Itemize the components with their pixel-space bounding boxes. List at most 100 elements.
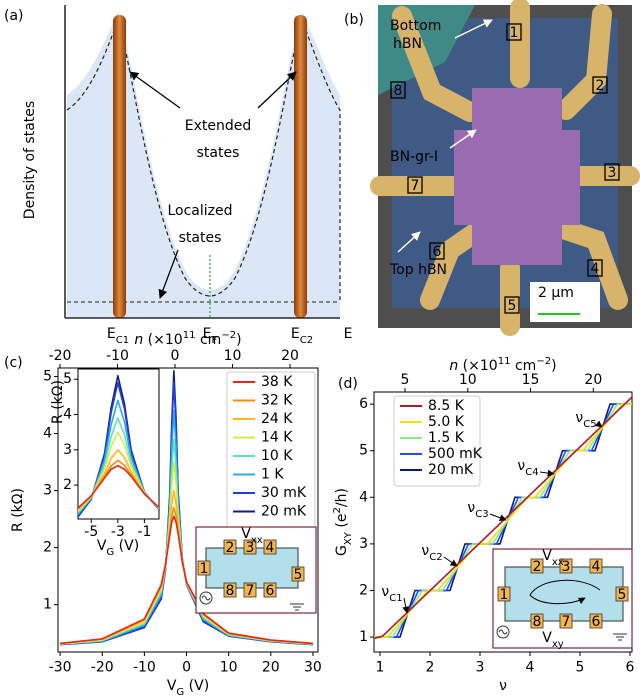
x-tick-label: 10: [220, 660, 238, 676]
contact-number: 3: [608, 165, 617, 181]
annotation-part: ν: [575, 410, 583, 426]
ac-wave: [201, 595, 211, 601]
contact: [243, 582, 257, 598]
energy-label-part: C2: [300, 335, 313, 346]
localized-label: states: [179, 230, 222, 246]
contact-number: 3: [562, 559, 571, 575]
voltage-label-part: V: [241, 526, 251, 542]
x2-axis-label-part: ): [236, 332, 241, 348]
x-tick-label: -1: [137, 524, 151, 540]
voltage-label: Vxy: [542, 630, 564, 650]
y-tick-label: 2: [63, 477, 72, 493]
x2-axis-label-part: −2: [221, 330, 236, 341]
extended-band: [294, 15, 307, 318]
energy-label-part: C1: [116, 335, 129, 346]
x2-tick-label: 10: [224, 348, 242, 364]
contact: [615, 586, 629, 602]
data-line: [60, 461, 314, 645]
contact-number: 3: [246, 540, 255, 556]
y-axis-label: GXY (e2/h): [332, 488, 354, 556]
legend-label: 5.0 K: [428, 414, 465, 430]
contact-number: 8: [226, 583, 235, 599]
arrow: [397, 231, 421, 253]
contact-number: 5: [508, 298, 517, 314]
x-tick-label: 1: [376, 660, 385, 676]
annotation-part: C5: [583, 419, 596, 430]
x2-tick-label: 15: [522, 372, 540, 388]
y-axis-label: Density of states: [22, 101, 38, 219]
contact: [263, 539, 277, 555]
legend-label: 500 mK: [428, 446, 483, 462]
legend-label: 30 mK: [261, 485, 307, 501]
current-loop: [529, 579, 601, 605]
legend-label: 24 K: [261, 411, 293, 427]
extended-label: states: [197, 145, 240, 161]
legend-label: 20 mK: [428, 462, 474, 478]
legend-label: 1 K: [261, 467, 284, 483]
contact: [589, 558, 603, 574]
contact-number: 7: [562, 614, 571, 630]
plot-frame: [373, 391, 633, 653]
sem-label: BN-gr-I: [390, 149, 438, 165]
data-line: [78, 449, 159, 511]
x2-axis-label-part: cm: [196, 332, 222, 348]
contact: [291, 566, 305, 582]
data-line: [374, 403, 632, 638]
contact-number: 8: [394, 83, 403, 99]
data-line: [78, 374, 159, 518]
y-tick-label: 2: [43, 540, 52, 556]
contact-box: [587, 259, 603, 277]
y-axis-label-part: /h): [334, 488, 350, 507]
contact: [197, 560, 211, 576]
panel-a: [64, 5, 341, 319]
y-axis-label-part: 2: [332, 507, 343, 513]
ac-wave: [498, 629, 508, 635]
annotation-arrow: [489, 513, 507, 522]
contact: [589, 613, 603, 629]
scale-box: [530, 282, 600, 322]
contact: [223, 539, 237, 555]
voltage-label-part: V: [542, 548, 552, 564]
annotation-arrow: [539, 469, 555, 477]
sem-label: hBN: [393, 36, 422, 52]
panel-label: (c): [4, 355, 23, 371]
contact-number: 6: [266, 583, 275, 599]
extended-band: [113, 15, 126, 318]
annotation-arrow: [594, 420, 603, 428]
x2-tick-label: -20: [49, 348, 72, 364]
y-tick-label: 3: [43, 483, 52, 499]
legend-label: 38 K: [261, 374, 293, 390]
x-axis-label-part: (V): [184, 678, 209, 694]
y-tick-label: 5: [359, 443, 368, 459]
x2-axis-label-part: (×10: [143, 332, 182, 348]
y-axis-label-part: G: [334, 545, 350, 556]
y-tick-label: 1: [359, 629, 368, 645]
annotation-part: ν: [381, 584, 389, 600]
annotation-part: C2: [429, 552, 442, 563]
extended-label: Extended: [185, 118, 252, 134]
inset-x-label-part: G: [106, 547, 114, 558]
legend-label: 8.5 K: [428, 398, 465, 414]
contact-number: 7: [246, 583, 255, 599]
contact-box: [429, 242, 445, 260]
data-line: [78, 459, 159, 510]
energy-label-part: E: [203, 326, 212, 342]
data-line: [60, 381, 313, 646]
localized-label: Localized: [167, 203, 232, 219]
legend-label: 20 mK: [261, 504, 307, 520]
legend-label: 14 K: [261, 430, 293, 446]
x2-axis-label-part: n: [449, 358, 458, 374]
contact: [559, 558, 573, 574]
contact-number: 1: [510, 25, 519, 41]
energy-label: EC2: [291, 326, 313, 346]
contact-number: 1: [500, 587, 509, 603]
annotation-part: ν: [467, 500, 475, 516]
contact-number: 2: [226, 540, 235, 556]
y-tick-label: 2: [359, 582, 368, 598]
contact: [223, 582, 237, 598]
plot-frame: [57, 367, 319, 653]
y-tick-label: 3: [63, 442, 72, 458]
annotation-arrow: [402, 597, 410, 614]
data-line: [78, 417, 159, 514]
